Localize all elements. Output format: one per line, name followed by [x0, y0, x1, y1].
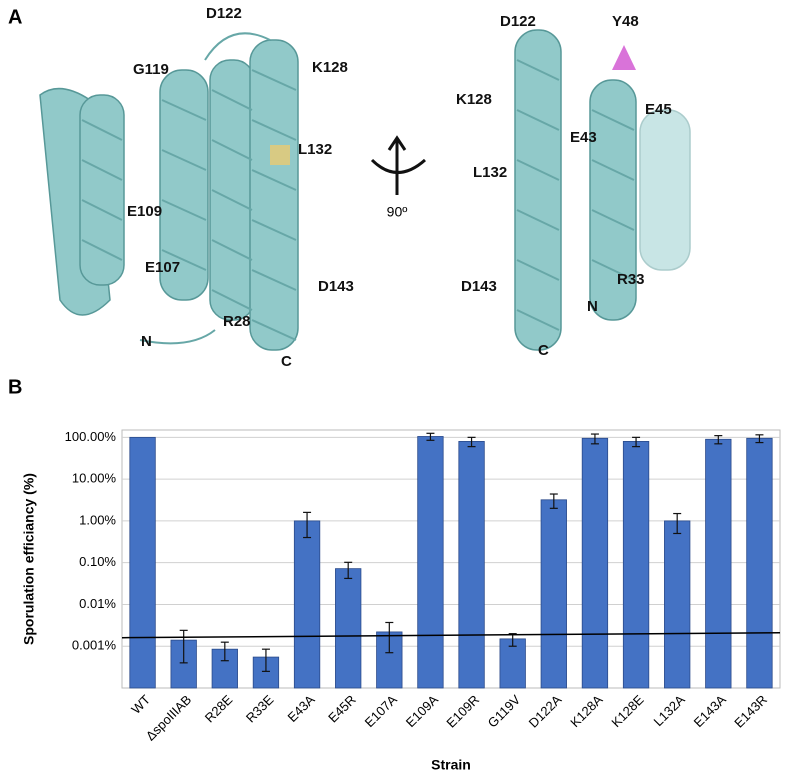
residue-label: G119 — [133, 61, 169, 78]
y-tick-label: 1.00% — [79, 512, 116, 527]
x-axis-label: Strain — [431, 757, 471, 773]
residue-label: R28 — [223, 313, 251, 330]
residue-label: E45 — [645, 101, 672, 118]
bar — [499, 638, 526, 689]
error-bar — [714, 435, 723, 445]
error-bar — [261, 648, 270, 672]
arrow — [370, 158, 426, 174]
highlight — [270, 145, 290, 165]
residue-label: L132 — [298, 141, 332, 158]
helix — [249, 39, 299, 351]
error-bar — [673, 512, 682, 535]
residue-label: N — [587, 298, 598, 315]
plot-area — [121, 429, 781, 689]
bar — [622, 441, 650, 689]
residue-label: L132 — [473, 164, 507, 181]
bar — [705, 438, 732, 689]
y-tick-label: 100.00% — [65, 429, 117, 444]
residue-label: K128 — [312, 59, 348, 76]
x-tick-label: E107A — [362, 692, 400, 730]
error-bar — [755, 434, 764, 444]
x-tick-label: D122A — [526, 692, 565, 731]
x-tick-label: E109R — [443, 692, 482, 731]
error-bar — [385, 621, 394, 654]
residue-label: D143 — [461, 278, 497, 295]
x-tick-label: WT — [128, 692, 153, 717]
residue-label: C — [538, 342, 549, 359]
x-tick-label: K128A — [567, 692, 605, 730]
arrow — [387, 135, 407, 195]
bar — [458, 441, 485, 689]
error-bar — [549, 493, 558, 509]
error-bar — [426, 432, 435, 441]
error-bar — [632, 436, 641, 448]
rotation-label: 90º — [387, 204, 408, 220]
residue-label: Y48 — [612, 13, 639, 30]
bar — [293, 520, 321, 689]
y-tick-label: 0.01% — [79, 596, 116, 611]
helix — [79, 94, 125, 286]
x-tick-label: K128E — [608, 692, 646, 730]
side-chain — [612, 45, 636, 70]
x-tick-label: G119V — [485, 692, 524, 731]
error-bar — [590, 433, 599, 445]
y-tick-label: 10.00% — [72, 471, 117, 486]
chart: 0.001% 0.01% 0.10% 1.00% 10.00% 100.00% WTΔspo… — [21, 429, 781, 773]
helix-stripes — [516, 59, 635, 331]
helix — [589, 79, 637, 321]
panel-label: B — [8, 376, 22, 398]
helix-stripes — [81, 69, 297, 341]
bar — [417, 436, 444, 689]
error-bar — [467, 436, 476, 448]
y-axis-label: Sporulation efficiancy (%) — [21, 473, 37, 645]
x-tick-label: R33E — [243, 692, 277, 726]
residue-label: D122 — [206, 5, 242, 22]
residue-label: D122 — [500, 13, 536, 30]
error-bar — [508, 633, 517, 647]
y-tick-label: 0.001% — [72, 638, 117, 653]
bar — [664, 520, 691, 689]
structure-left — [39, 32, 299, 351]
residue-label: E107 — [145, 259, 180, 276]
panel-label: A — [8, 6, 22, 28]
x-tick-label: ΔspoIIIAB — [143, 692, 194, 743]
x-tick-label: R28E — [202, 692, 236, 726]
bar — [746, 437, 773, 689]
residue-label: N — [141, 333, 152, 350]
residue-label: D143 — [318, 278, 354, 295]
loop — [139, 329, 216, 345]
residue-label: E43 — [570, 129, 597, 146]
helix — [514, 29, 562, 351]
error-bar — [344, 561, 353, 580]
bar — [540, 499, 567, 689]
x-tick-label: E109A — [403, 692, 441, 730]
x-tick-label: L132A — [651, 692, 688, 729]
y-tick-label: 0.10% — [79, 554, 116, 569]
residue-label: K128 — [456, 91, 492, 108]
rotation-icon — [370, 135, 426, 195]
threshold-line — [121, 632, 781, 639]
structure-right — [514, 29, 691, 351]
residue-label: C — [281, 353, 292, 370]
loop — [204, 32, 271, 61]
x-tick-label: E45R — [325, 692, 359, 726]
bar — [335, 568, 362, 689]
helix — [639, 109, 691, 271]
error-bar — [179, 629, 188, 664]
bar — [581, 437, 609, 689]
error-bar — [303, 511, 312, 539]
residue-label: E109 — [127, 203, 162, 220]
bar — [129, 436, 156, 689]
x-tick-label: E143R — [731, 692, 770, 731]
residue-label: R33 — [617, 271, 645, 288]
helix — [159, 69, 209, 301]
error-bar — [220, 641, 229, 662]
x-tick-label: E43A — [285, 692, 318, 725]
x-tick-label: E143A — [691, 692, 729, 730]
